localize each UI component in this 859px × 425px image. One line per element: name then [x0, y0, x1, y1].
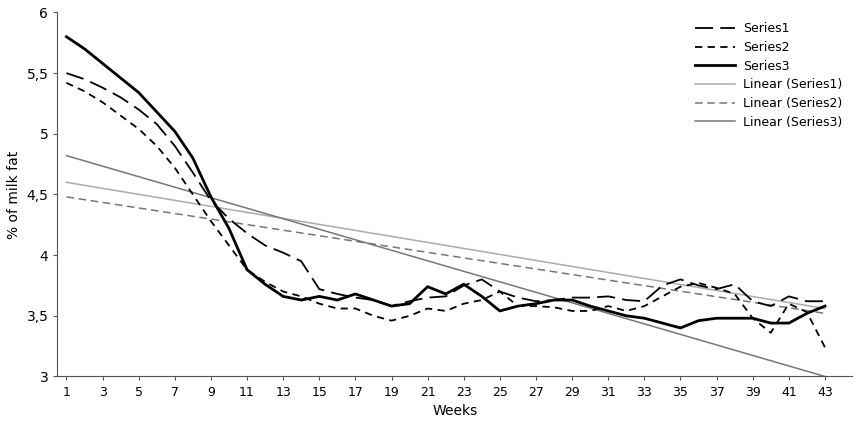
X-axis label: Weeks: Weeks	[432, 404, 478, 418]
Y-axis label: % of milk fat: % of milk fat	[7, 150, 21, 238]
Legend: Series1, Series2, Series3, Linear (Series1), Linear (Series2), Linear (Series3): Series1, Series2, Series3, Linear (Serie…	[691, 19, 846, 132]
